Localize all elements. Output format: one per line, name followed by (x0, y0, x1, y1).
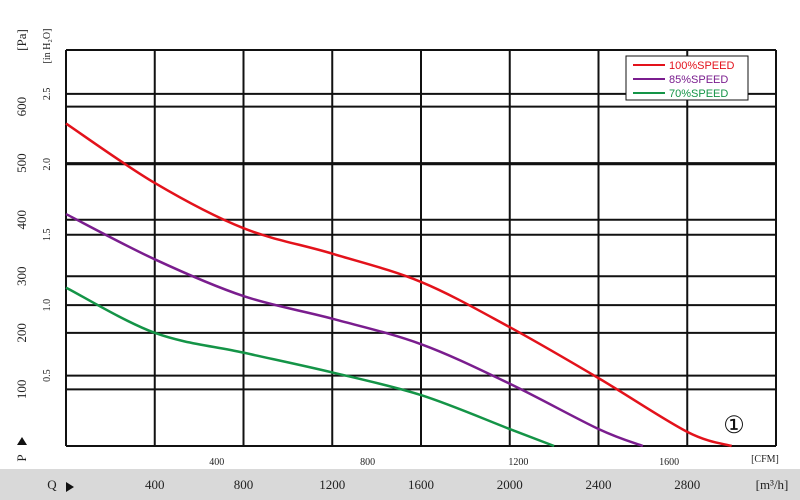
x-tick-label-m3h: 2800 (674, 477, 700, 492)
y-tick-label-pa: 100 (14, 380, 29, 400)
curve-annotation: ① (723, 413, 745, 439)
x-tick-label-m3h: 800 (234, 477, 254, 492)
x-tick-label-m3h: 1600 (408, 477, 434, 492)
x-tick-label-m3h: 2400 (586, 477, 612, 492)
x-tick-label-cfm: 800 (360, 457, 375, 468)
legend: 100%SPEED 85%SPEED 70%SPEED (625, 55, 749, 101)
legend-entry: 85%SPEED (669, 74, 728, 86)
q-axis-arrow-icon (66, 482, 74, 492)
q-axis-band (0, 469, 800, 500)
y-unit-inh2o: [in H₂O] (42, 29, 53, 64)
q-axis-letter: Q (47, 477, 57, 492)
x-tick-label-cfm: 400 (209, 457, 224, 468)
x-tick-label-cfm: 1600 (659, 457, 679, 468)
curve-100-pct-speed (65, 122, 733, 448)
legend-entry: 70%SPEED (669, 88, 728, 100)
x-tick-label-m3h: 400 (145, 477, 165, 492)
y-tick-label-inh2o: 1.5 (42, 228, 53, 241)
curves (65, 122, 733, 448)
y-tick-label-inh2o: 2.0 (42, 158, 53, 171)
y-tick-label-pa: 200 (14, 323, 29, 343)
y-tick-label-pa: 500 (14, 153, 29, 173)
y-tick-label-pa: 300 (14, 267, 29, 287)
p-axis-arrow-icon (17, 437, 27, 445)
q-axis-band-bg (0, 469, 800, 500)
y-tick-label-pa: 400 (14, 210, 29, 230)
x-unit-m3h: [m³/h] (756, 477, 789, 492)
y-tick-label-inh2o: 1.0 (42, 299, 53, 312)
y-tick-label-pa: 600 (14, 97, 29, 117)
x-unit-cfm: [CFM] (751, 454, 779, 465)
x-tick-label-cfm: 1200 (508, 457, 528, 468)
y-unit-pa: [Pa] (14, 29, 29, 51)
curve-85-pct-speed (65, 212, 644, 448)
axis-labels: 400 800 1200 1600 2000 2400 2800 Q [m³/h] 400 800 1… (14, 29, 788, 492)
curve-70-pct-speed (65, 286, 555, 448)
y-tick-label-inh2o: 0.5 (42, 369, 53, 382)
legend-entry: 100%SPEED (669, 60, 734, 72)
y-tick-label-inh2o: 2.5 (42, 88, 53, 101)
p-axis-letter: P (14, 454, 29, 461)
x-tick-label-m3h: 2000 (497, 477, 523, 492)
grid (65, 49, 777, 447)
x-tick-label-m3h: 1200 (319, 477, 345, 492)
